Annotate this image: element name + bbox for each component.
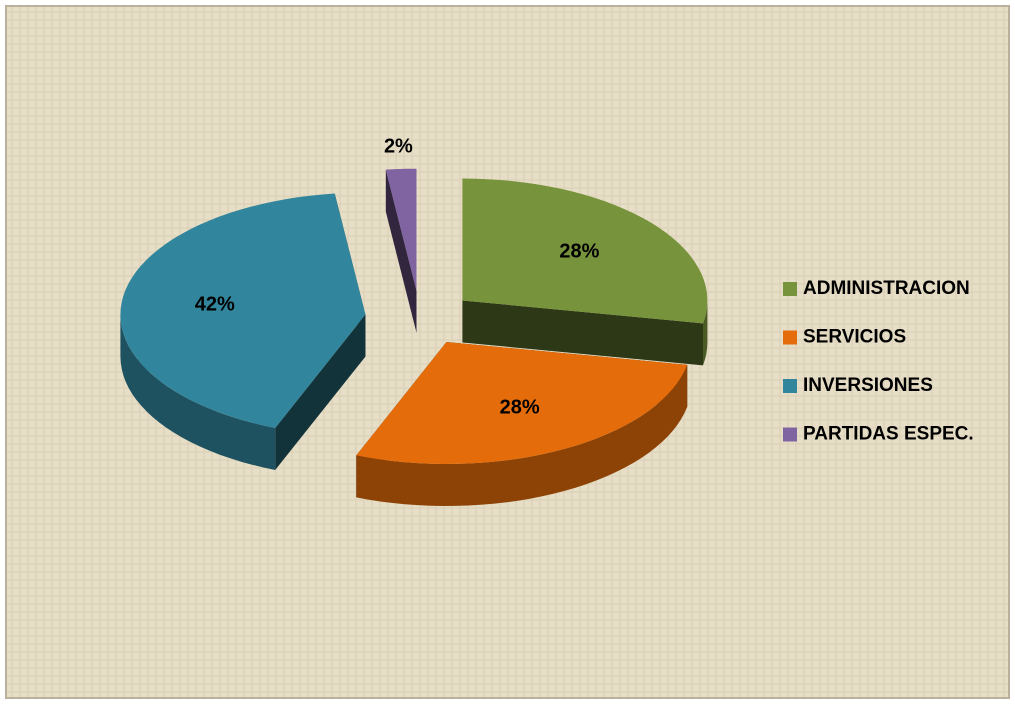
- legend-label: PARTIDAS ESPEC.: [803, 424, 974, 445]
- data-label: 28%: [500, 397, 540, 419]
- legend-label: INVERSIONES: [803, 375, 933, 396]
- legend-swatch: [783, 330, 797, 345]
- data-label: 2%: [384, 135, 413, 157]
- slice-wall: [385, 169, 417, 333]
- data-label: 42%: [195, 293, 235, 315]
- legend-swatch: [783, 379, 797, 393]
- data-label: 28%: [559, 241, 599, 263]
- slice-side: [356, 364, 688, 506]
- slice-wall: [462, 300, 703, 366]
- slice: [462, 178, 708, 324]
- legend-swatch: [783, 282, 797, 296]
- slice-side: [120, 314, 276, 470]
- legend-swatch: [783, 427, 797, 442]
- slice: [385, 168, 417, 291]
- slice: [356, 342, 688, 464]
- slice: [120, 193, 366, 428]
- slice-wall: [275, 314, 366, 470]
- legend-label: ADMINISTRACION: [803, 278, 970, 299]
- slice-side: [703, 300, 708, 366]
- legend-label: SERVICIOS: [803, 327, 906, 348]
